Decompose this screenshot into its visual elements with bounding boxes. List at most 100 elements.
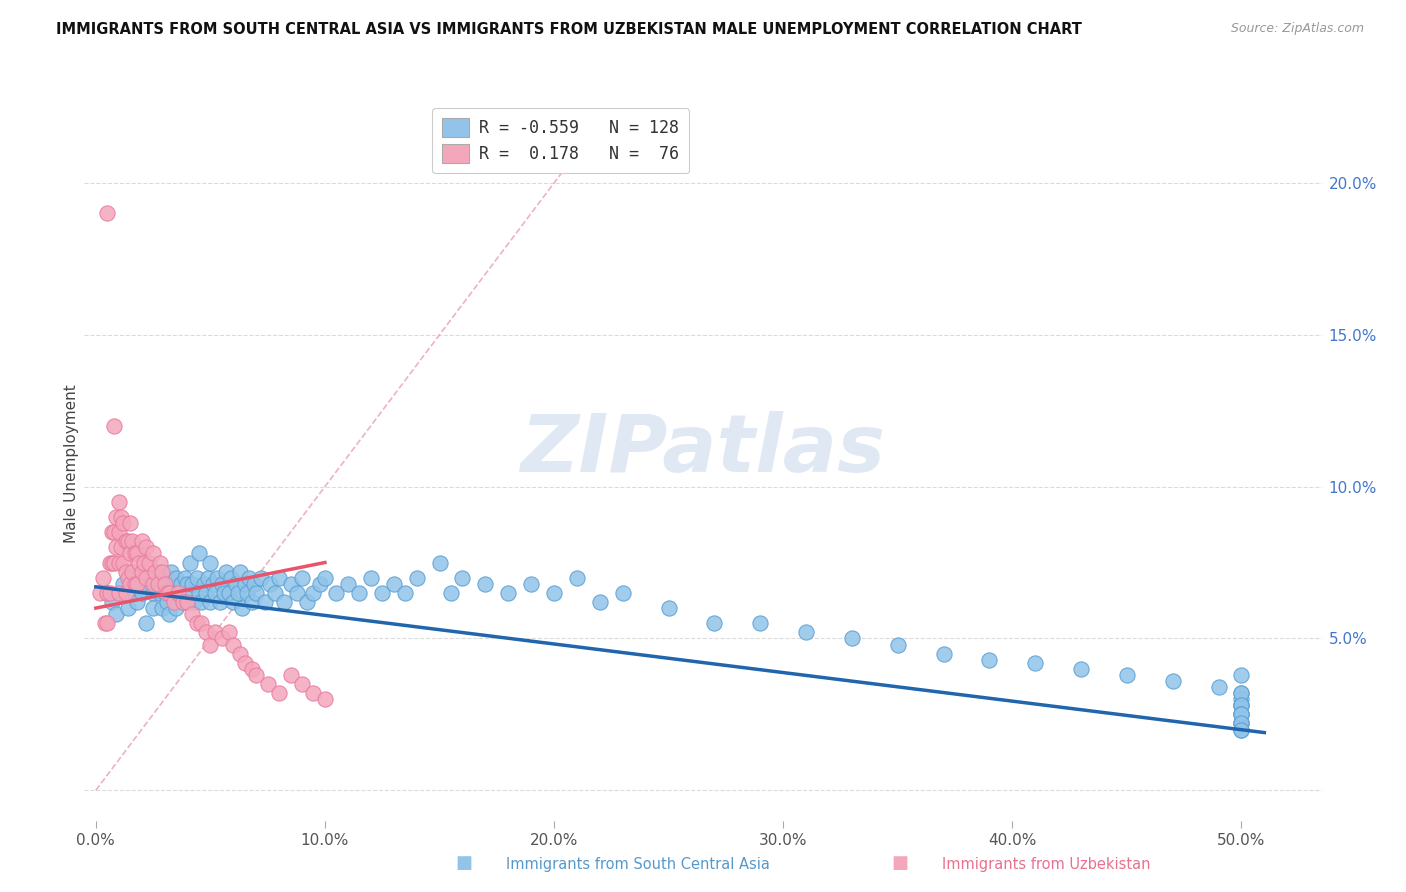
Point bbox=[131, 565, 153, 579]
Point bbox=[186, 616, 208, 631]
Point bbox=[124, 576, 146, 591]
Point bbox=[194, 625, 217, 640]
Point bbox=[291, 571, 314, 585]
Point bbox=[269, 571, 291, 585]
Point bbox=[1230, 698, 1253, 713]
Point bbox=[543, 586, 565, 600]
Point bbox=[794, 625, 817, 640]
Point bbox=[222, 595, 245, 609]
Point bbox=[183, 595, 205, 609]
Point bbox=[218, 625, 240, 640]
Point bbox=[181, 607, 204, 622]
Point bbox=[101, 525, 124, 540]
Point bbox=[120, 516, 142, 530]
Point bbox=[1230, 707, 1253, 722]
Point bbox=[325, 586, 347, 600]
Point bbox=[96, 586, 118, 600]
Point bbox=[142, 546, 165, 560]
Point bbox=[135, 576, 157, 591]
Point bbox=[142, 576, 165, 591]
Point bbox=[219, 571, 242, 585]
Point bbox=[167, 586, 190, 600]
Point bbox=[167, 586, 190, 600]
Point bbox=[273, 595, 295, 609]
Point bbox=[157, 607, 180, 622]
Point bbox=[117, 534, 139, 549]
Point bbox=[149, 586, 172, 600]
Point bbox=[179, 556, 201, 570]
Point bbox=[658, 601, 681, 615]
Point bbox=[1230, 723, 1253, 737]
Point bbox=[382, 576, 405, 591]
Point bbox=[187, 546, 209, 560]
Point bbox=[314, 692, 336, 706]
Point bbox=[150, 601, 173, 615]
Point bbox=[197, 571, 219, 585]
Point bbox=[101, 556, 124, 570]
Point bbox=[142, 601, 165, 615]
Point bbox=[200, 638, 222, 652]
Point bbox=[190, 616, 212, 631]
Point bbox=[163, 586, 186, 600]
Point bbox=[176, 595, 198, 609]
Point bbox=[146, 576, 169, 591]
Point bbox=[233, 656, 256, 670]
Point bbox=[114, 534, 136, 549]
Point bbox=[156, 586, 179, 600]
Point bbox=[103, 418, 125, 433]
Point bbox=[474, 576, 496, 591]
Point bbox=[193, 576, 215, 591]
Point bbox=[110, 541, 132, 555]
Point bbox=[112, 576, 135, 591]
Point bbox=[887, 638, 910, 652]
Point bbox=[229, 647, 252, 661]
Point bbox=[125, 546, 148, 560]
Text: ZIPatlas: ZIPatlas bbox=[520, 410, 886, 489]
Point bbox=[176, 576, 198, 591]
Point bbox=[125, 576, 148, 591]
Text: ■: ■ bbox=[891, 855, 908, 872]
Point bbox=[179, 586, 201, 600]
Point bbox=[269, 686, 291, 700]
Point bbox=[190, 595, 212, 609]
Point bbox=[612, 586, 634, 600]
Point bbox=[153, 576, 176, 591]
Point bbox=[291, 677, 314, 691]
Point bbox=[194, 586, 217, 600]
Point bbox=[1230, 698, 1253, 713]
Point bbox=[589, 595, 612, 609]
Point bbox=[186, 571, 208, 585]
Point bbox=[142, 586, 165, 600]
Point bbox=[1230, 668, 1253, 682]
Point bbox=[229, 565, 252, 579]
Point bbox=[451, 571, 474, 585]
Point bbox=[94, 616, 117, 631]
Point bbox=[302, 686, 325, 700]
Point bbox=[249, 571, 271, 585]
Text: ■: ■ bbox=[456, 855, 472, 872]
Point bbox=[1230, 692, 1253, 706]
Point bbox=[394, 586, 416, 600]
Point bbox=[295, 595, 318, 609]
Text: Immigrants from South Central Asia: Immigrants from South Central Asia bbox=[506, 857, 770, 872]
Point bbox=[302, 586, 325, 600]
Point bbox=[200, 595, 222, 609]
Point bbox=[96, 586, 118, 600]
Point bbox=[201, 576, 224, 591]
Point bbox=[98, 586, 121, 600]
Point bbox=[1230, 716, 1253, 731]
Point bbox=[135, 616, 157, 631]
Point bbox=[153, 586, 176, 600]
Point bbox=[135, 541, 157, 555]
Point bbox=[1161, 673, 1184, 688]
Point bbox=[749, 616, 772, 631]
Point bbox=[240, 662, 263, 676]
Point bbox=[979, 653, 1001, 667]
Point bbox=[132, 556, 155, 570]
Point bbox=[157, 586, 180, 600]
Point bbox=[1070, 662, 1092, 676]
Point bbox=[174, 571, 197, 585]
Point bbox=[218, 586, 240, 600]
Point bbox=[107, 525, 129, 540]
Point bbox=[233, 576, 256, 591]
